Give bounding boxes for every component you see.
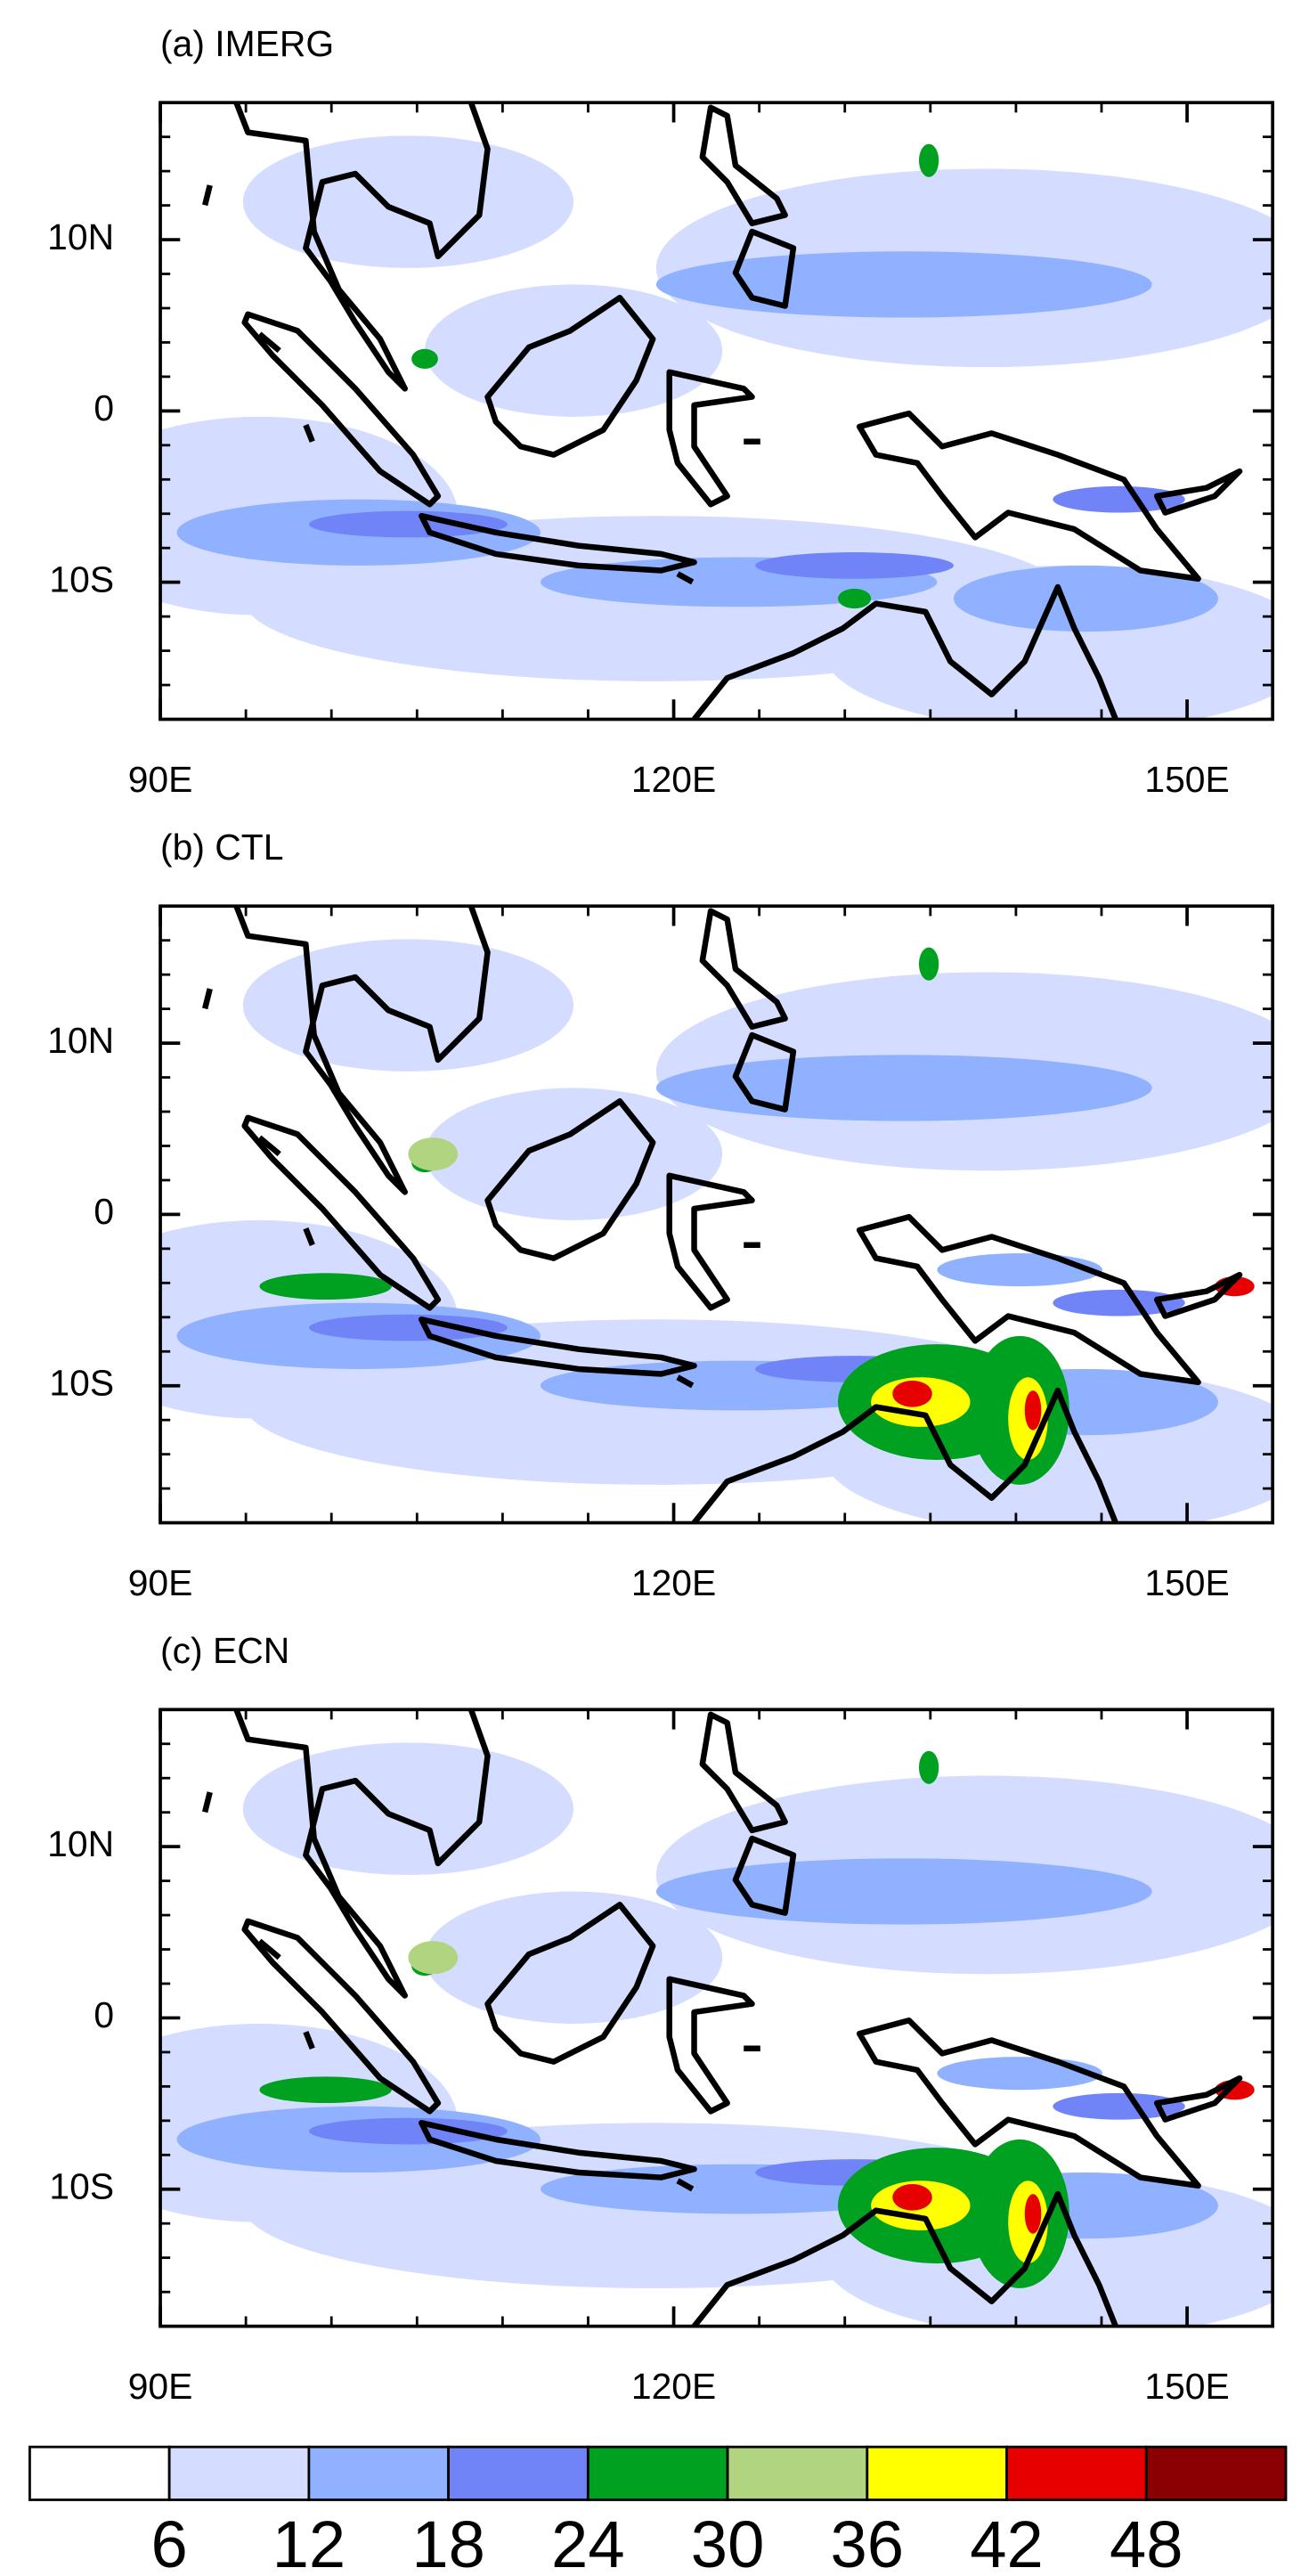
y-tick-label: 10N <box>47 1823 114 1864</box>
colorbar-box <box>866 2445 1008 2501</box>
precipitation-field <box>61 135 1309 730</box>
colorbar-box <box>307 2445 451 2501</box>
colorbar-box <box>726 2445 869 2501</box>
x-tick-label: 120E <box>631 759 716 800</box>
x-tick-label: 90E <box>128 759 193 800</box>
x-tick-label: 120E <box>631 2366 716 2407</box>
colorbar: 6 12 18 24 30 36 42 48 <box>28 2445 1288 2576</box>
y-tick-label: 10S <box>49 1362 114 1403</box>
colorbar-label: 18 <box>411 2507 485 2576</box>
y-tick-label: 10S <box>49 558 114 599</box>
y-tick-label: 10N <box>47 1020 114 1061</box>
x-tick-label: 90E <box>128 1562 193 1603</box>
y-tick-label: 0 <box>94 1994 114 2035</box>
precipitation-field <box>61 1742 1309 2337</box>
y-tick-label: 0 <box>94 387 114 428</box>
y-tick-label: 10N <box>47 216 114 257</box>
colorbar-box <box>1005 2445 1148 2501</box>
colorbar-label: 42 <box>970 2507 1044 2576</box>
colorbar-box <box>28 2445 171 2501</box>
map-panel: (a) IMERG 90E 120E 150E 10N 0 10S <box>47 23 1309 800</box>
map-panel: (b) CTL 90E 120E 150E 10N 0 10S <box>47 827 1309 1603</box>
x-tick-label: 150E <box>1144 2366 1229 2407</box>
colorbar-box <box>1144 2445 1288 2501</box>
panel-title: (c) ECN <box>160 1630 289 1671</box>
colorbar-label: 30 <box>691 2507 765 2576</box>
colorbar-box <box>586 2445 729 2501</box>
colorbar-label: 36 <box>831 2507 905 2576</box>
colorbar-label: 6 <box>150 2507 187 2576</box>
panel-title: (a) IMERG <box>160 23 334 64</box>
x-tick-label: 90E <box>128 2366 193 2407</box>
x-tick-label: 120E <box>631 1562 716 1603</box>
colorbar-label: 24 <box>551 2507 625 2576</box>
y-tick-label: 10S <box>49 2166 114 2207</box>
colorbar-box <box>447 2445 589 2501</box>
y-tick-label: 0 <box>94 1191 114 1232</box>
x-tick-label: 150E <box>1144 759 1229 800</box>
colorbar-label: 48 <box>1110 2507 1183 2576</box>
colorbar-label: 12 <box>272 2507 346 2576</box>
colorbar-box <box>167 2445 311 2501</box>
x-tick-label: 150E <box>1144 1562 1229 1603</box>
map-panel: (c) ECN 90E 120E 150E 10N 0 10S <box>47 1630 1309 2407</box>
precipitation-field <box>61 939 1309 1534</box>
panel-title: (b) CTL <box>160 827 283 868</box>
